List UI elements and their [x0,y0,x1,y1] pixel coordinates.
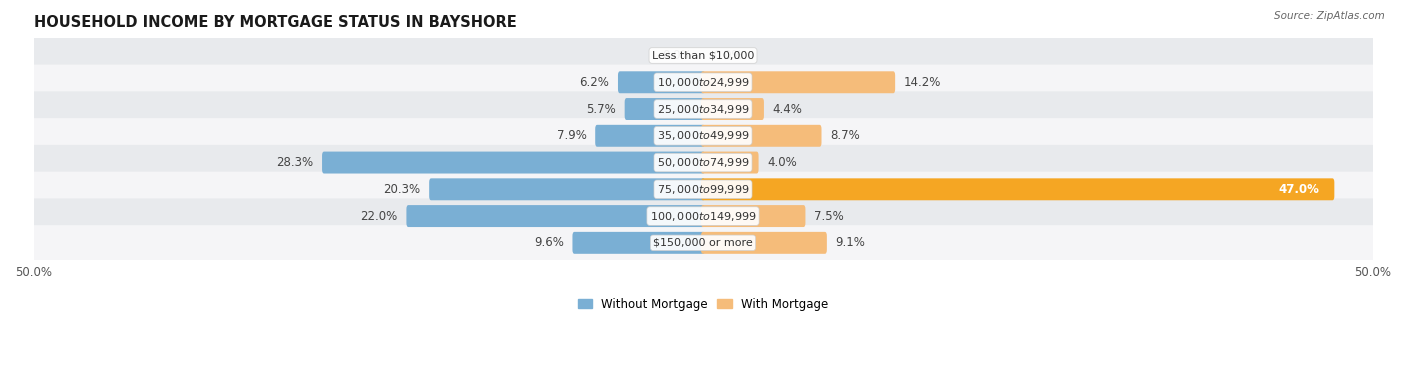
Text: 9.6%: 9.6% [534,236,564,249]
FancyBboxPatch shape [30,198,1376,234]
Text: $35,000 to $49,999: $35,000 to $49,999 [657,129,749,142]
FancyBboxPatch shape [30,145,1376,180]
Text: HOUSEHOLD INCOME BY MORTGAGE STATUS IN BAYSHORE: HOUSEHOLD INCOME BY MORTGAGE STATUS IN B… [34,15,516,30]
Text: 47.0%: 47.0% [1278,183,1319,196]
Text: 8.7%: 8.7% [830,129,860,142]
Text: 6.2%: 6.2% [579,76,609,89]
FancyBboxPatch shape [30,225,1376,261]
Text: 7.5%: 7.5% [814,210,844,222]
Text: 14.2%: 14.2% [904,76,941,89]
FancyBboxPatch shape [572,232,704,254]
FancyBboxPatch shape [30,64,1376,100]
Text: $100,000 to $149,999: $100,000 to $149,999 [650,210,756,222]
Text: 28.3%: 28.3% [276,156,314,169]
FancyBboxPatch shape [429,178,704,200]
FancyBboxPatch shape [702,98,763,120]
FancyBboxPatch shape [702,178,1334,200]
Text: 20.3%: 20.3% [384,183,420,196]
Text: 7.9%: 7.9% [557,129,586,142]
Text: 0.0%: 0.0% [662,49,692,62]
FancyBboxPatch shape [30,118,1376,153]
FancyBboxPatch shape [30,38,1376,73]
FancyBboxPatch shape [30,172,1376,207]
FancyBboxPatch shape [406,205,704,227]
Text: 4.0%: 4.0% [768,156,797,169]
FancyBboxPatch shape [30,91,1376,127]
FancyBboxPatch shape [702,71,896,93]
FancyBboxPatch shape [702,205,806,227]
Text: $150,000 or more: $150,000 or more [654,238,752,248]
Text: Less than $10,000: Less than $10,000 [652,51,754,60]
Text: 5.7%: 5.7% [586,103,616,115]
Text: $10,000 to $24,999: $10,000 to $24,999 [657,76,749,89]
Text: $25,000 to $34,999: $25,000 to $34,999 [657,103,749,115]
FancyBboxPatch shape [322,152,704,173]
Text: 9.1%: 9.1% [835,236,866,249]
FancyBboxPatch shape [702,125,821,147]
FancyBboxPatch shape [702,232,827,254]
Text: $50,000 to $74,999: $50,000 to $74,999 [657,156,749,169]
FancyBboxPatch shape [702,152,759,173]
FancyBboxPatch shape [624,98,704,120]
FancyBboxPatch shape [619,71,704,93]
Text: 0.0%: 0.0% [714,49,744,62]
Legend: Without Mortgage, With Mortgage: Without Mortgage, With Mortgage [572,292,834,317]
Text: 22.0%: 22.0% [360,210,398,222]
Text: 4.4%: 4.4% [773,103,803,115]
Text: $75,000 to $99,999: $75,000 to $99,999 [657,183,749,196]
FancyBboxPatch shape [595,125,704,147]
Text: Source: ZipAtlas.com: Source: ZipAtlas.com [1274,11,1385,21]
